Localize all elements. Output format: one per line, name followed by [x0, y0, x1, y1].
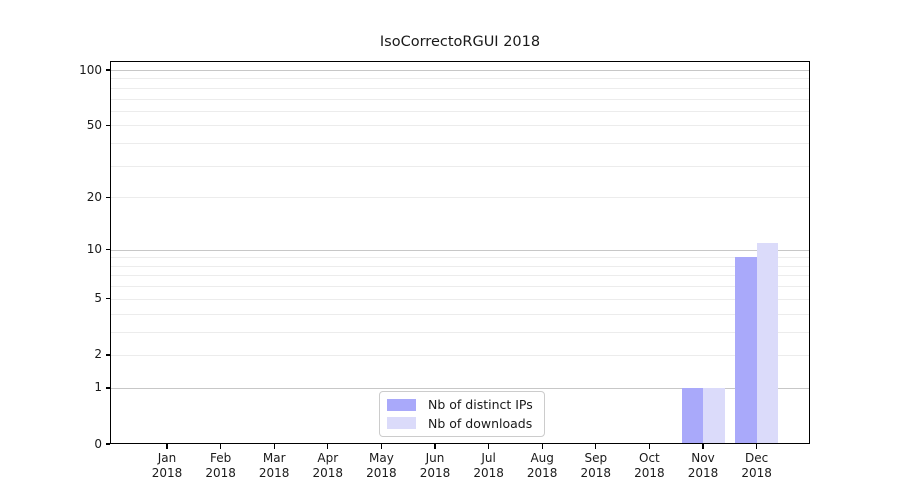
minor-gridline [110, 110, 810, 112]
minor-gridline [110, 257, 810, 259]
x-tick-label: Jan 2018 [151, 451, 183, 480]
plot-area [110, 61, 810, 444]
x-tick [487, 444, 490, 449]
y-tick [105, 69, 110, 71]
major-gridline [110, 70, 810, 71]
x-tick-label: Apr 2018 [312, 451, 344, 480]
x-tick [755, 444, 758, 449]
x-tick-label: Dec 2018 [741, 451, 772, 480]
minor-gridline [110, 286, 810, 288]
y-tick-label: 100 [79, 62, 102, 77]
minor-gridline [110, 331, 810, 333]
minor-gridline [110, 78, 810, 80]
minor-gridline [110, 298, 810, 300]
y-tick [105, 298, 110, 300]
x-tick [380, 444, 383, 449]
x-tick [219, 444, 222, 449]
legend-label-distinct-ips: Nb of distinct IPs [428, 397, 533, 413]
legend-swatch-downloads-icon [387, 417, 416, 430]
x-tick-label: Oct 2018 [634, 451, 665, 480]
x-tick-label: May 2018 [366, 451, 397, 480]
x-tick-label: Mar 2018 [258, 451, 290, 480]
minor-gridline [110, 125, 810, 127]
minor-gridline [110, 143, 810, 145]
y-tick-label: 1 [94, 380, 102, 395]
minor-gridline [110, 98, 810, 100]
legend-swatch-distinct-ips-icon [387, 398, 416, 411]
x-tick-label: Aug 2018 [526, 451, 558, 480]
chart-title: IsoCorrectoRGUI 2018 [379, 34, 541, 50]
x-tick-label: Nov 2018 [687, 451, 719, 480]
bar-distinct-ips-nov [681, 387, 703, 444]
minor-gridline [110, 275, 810, 277]
bar-downloads-dec [756, 242, 779, 444]
bar-downloads-nov [703, 387, 725, 444]
y-tick-label: 10 [86, 242, 102, 257]
minor-gridline [110, 354, 810, 356]
minor-gridline [110, 197, 810, 199]
minor-gridline [110, 313, 810, 315]
y-tick-label: 20 [86, 189, 102, 204]
y-tick-label: 2 [94, 347, 102, 362]
x-tick [541, 444, 543, 449]
x-tick [648, 444, 651, 449]
bar-distinct-ips-dec [735, 257, 757, 444]
y-tick [105, 443, 110, 445]
legend-item-downloads: Nb of downloads [387, 416, 536, 432]
y-tick [105, 248, 110, 251]
y-tick-label: 0 [94, 436, 102, 451]
y-tick [105, 387, 110, 389]
legend-item-distinct-ips: Nb of distinct IPs [387, 397, 536, 413]
legend-label-downloads: Nb of downloads [428, 415, 533, 431]
x-tick [702, 444, 704, 449]
major-gridline [110, 387, 810, 389]
y-tick [105, 196, 110, 198]
x-tick [327, 444, 329, 449]
minor-gridline [110, 265, 810, 267]
x-tick-label: Sep 2018 [580, 451, 612, 480]
x-tick [434, 444, 436, 449]
x-tick [273, 444, 275, 449]
y-tick-label: 5 [94, 291, 102, 306]
major-gridline [110, 249, 810, 251]
x-tick-label: Jul 2018 [473, 451, 504, 480]
x-tick [595, 444, 597, 449]
x-tick-label: Jun 2018 [419, 451, 451, 480]
minor-gridline [110, 87, 810, 89]
y-tick [105, 354, 110, 356]
legend: Nb of distinct IPs Nb of downloads [379, 391, 545, 437]
x-tick [166, 444, 168, 449]
minor-gridline [110, 165, 810, 167]
x-tick-label: Feb 2018 [205, 451, 236, 480]
y-tick-label: 50 [86, 117, 102, 132]
y-tick [105, 124, 110, 127]
